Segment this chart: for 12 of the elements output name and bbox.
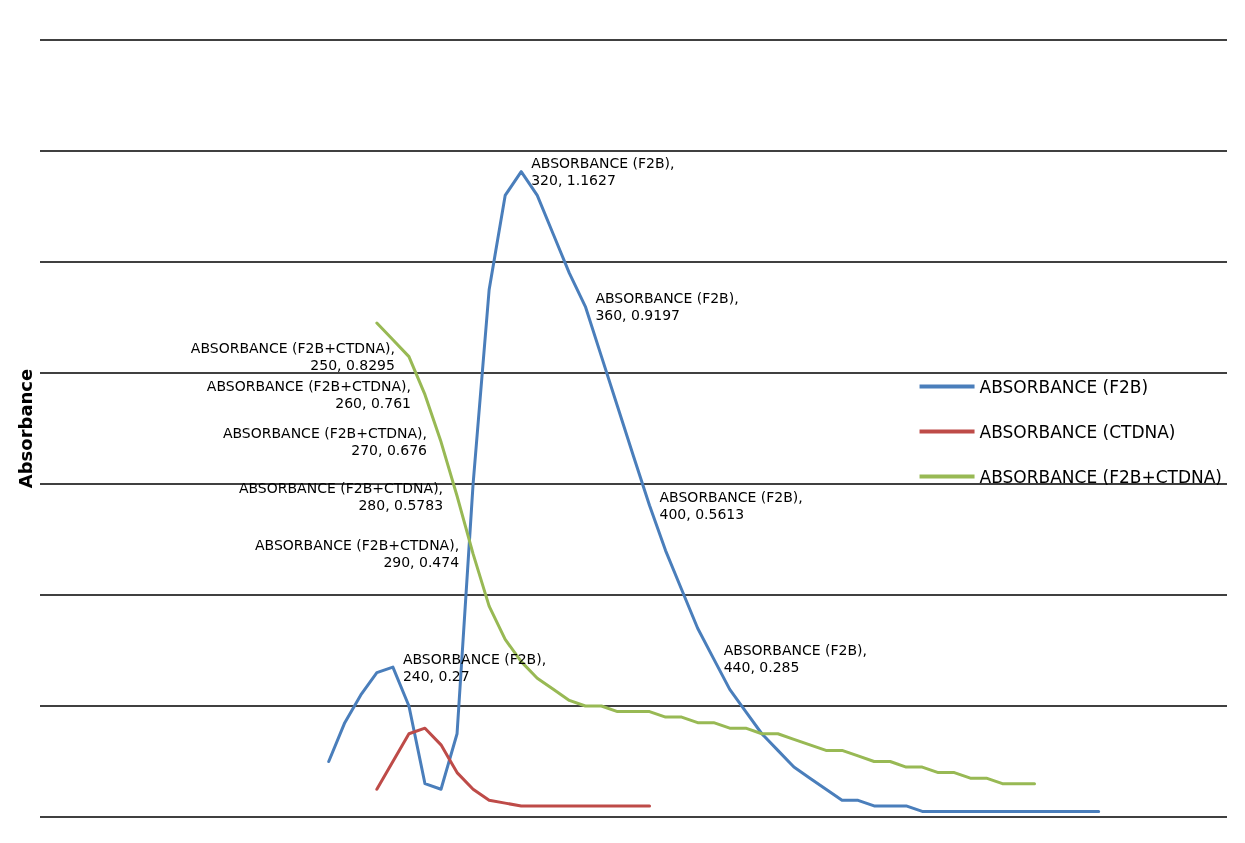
- legend-label: ABSORBANCE (CTDNA): [979, 421, 1176, 442]
- data-label: ABSORBANCE (F2B), 360, 0.9197: [595, 290, 739, 324]
- data-label: ABSORBANCE (F2B), 320, 1.1627: [531, 155, 675, 189]
- data-label: ABSORBANCE (F2B), 400, 0.5613: [659, 488, 803, 522]
- legend-label: ABSORBANCE (F2B): [979, 376, 1149, 397]
- y-axis-title: Absorbance: [14, 368, 36, 489]
- legend-label: ABSORBANCE (F2B+CTDNA): [979, 466, 1223, 487]
- data-label: ABSORBANCE (F2B+CTDNA), 260, 0.761: [206, 378, 411, 412]
- data-label: ABSORBANCE (F2B+CTDNA), 270, 0.676: [222, 425, 428, 459]
- data-label: ABSORBANCE (F2B), 440, 0.285: [723, 642, 867, 676]
- data-label: ABSORBANCE (F2B+CTDNA), 290, 0.474: [254, 537, 460, 571]
- data-label: ABSORBANCE (F2B+CTDNA), 250, 0.8295: [190, 340, 395, 374]
